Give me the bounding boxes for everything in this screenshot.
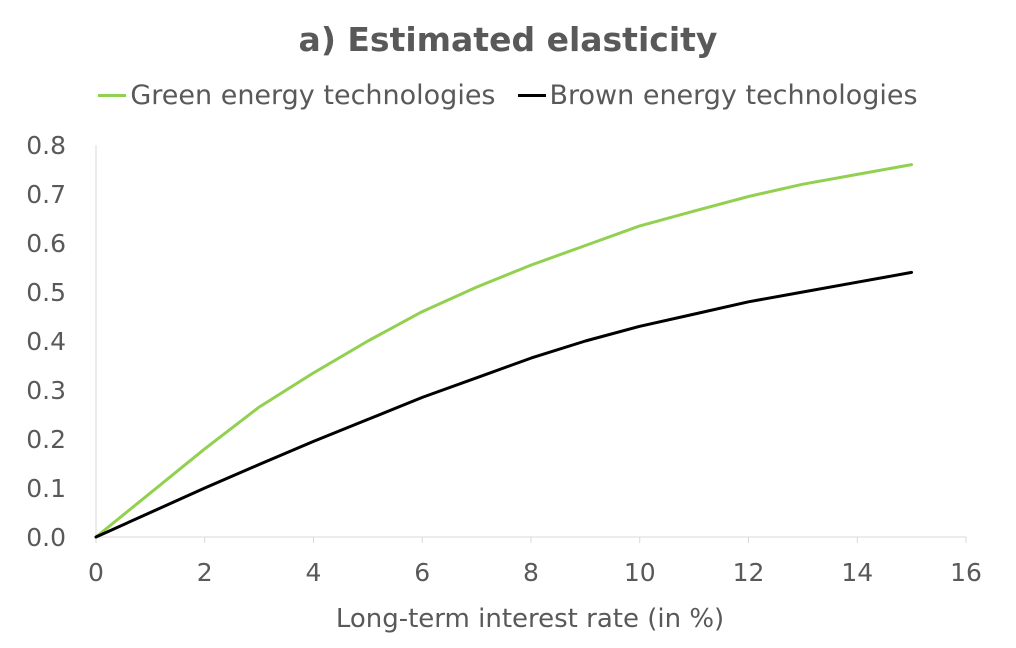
series-line-brown (94, 270, 914, 539)
y-tick-label: 0.8 (26, 131, 66, 160)
x-tick-label: 12 (733, 558, 765, 587)
y-tick-label: 0.7 (26, 180, 66, 209)
y-tick-label: 0.3 (26, 376, 66, 405)
x-axis-title: Long-term interest rate (in %) (336, 604, 724, 634)
legend-label-green: Green energy technologies (130, 80, 496, 111)
y-tick-label: 0.2 (26, 425, 66, 454)
x-tick-label: 16 (950, 558, 982, 587)
legend-label-brown: Brown energy technologies (549, 80, 918, 111)
legend: Green energy technologies Brown energy t… (0, 80, 1016, 111)
x-tick-label: 2 (197, 558, 213, 587)
legend-item-green: Green energy technologies (98, 80, 496, 111)
y-tick-label: 0.6 (26, 229, 66, 258)
legend-swatch-brown (517, 94, 546, 97)
legend-swatch-green (98, 94, 127, 97)
y-tick-label: 0.1 (26, 474, 66, 503)
y-tick-label: 0.0 (26, 523, 66, 552)
series-line-green (94, 163, 914, 539)
y-tick-label: 0.4 (26, 327, 66, 356)
x-tick-label: 6 (414, 558, 430, 587)
legend-item-brown: Brown energy technologies (517, 80, 918, 111)
y-tick-label: 0.5 (26, 278, 66, 307)
x-tick-label: 4 (306, 558, 322, 587)
chart-title: a) Estimated elasticity (298, 20, 718, 59)
x-tick-label: 0 (88, 558, 104, 587)
x-tick-label: 14 (841, 558, 873, 587)
x-tick-label: 10 (624, 558, 656, 587)
x-tick-label: 8 (523, 558, 539, 587)
